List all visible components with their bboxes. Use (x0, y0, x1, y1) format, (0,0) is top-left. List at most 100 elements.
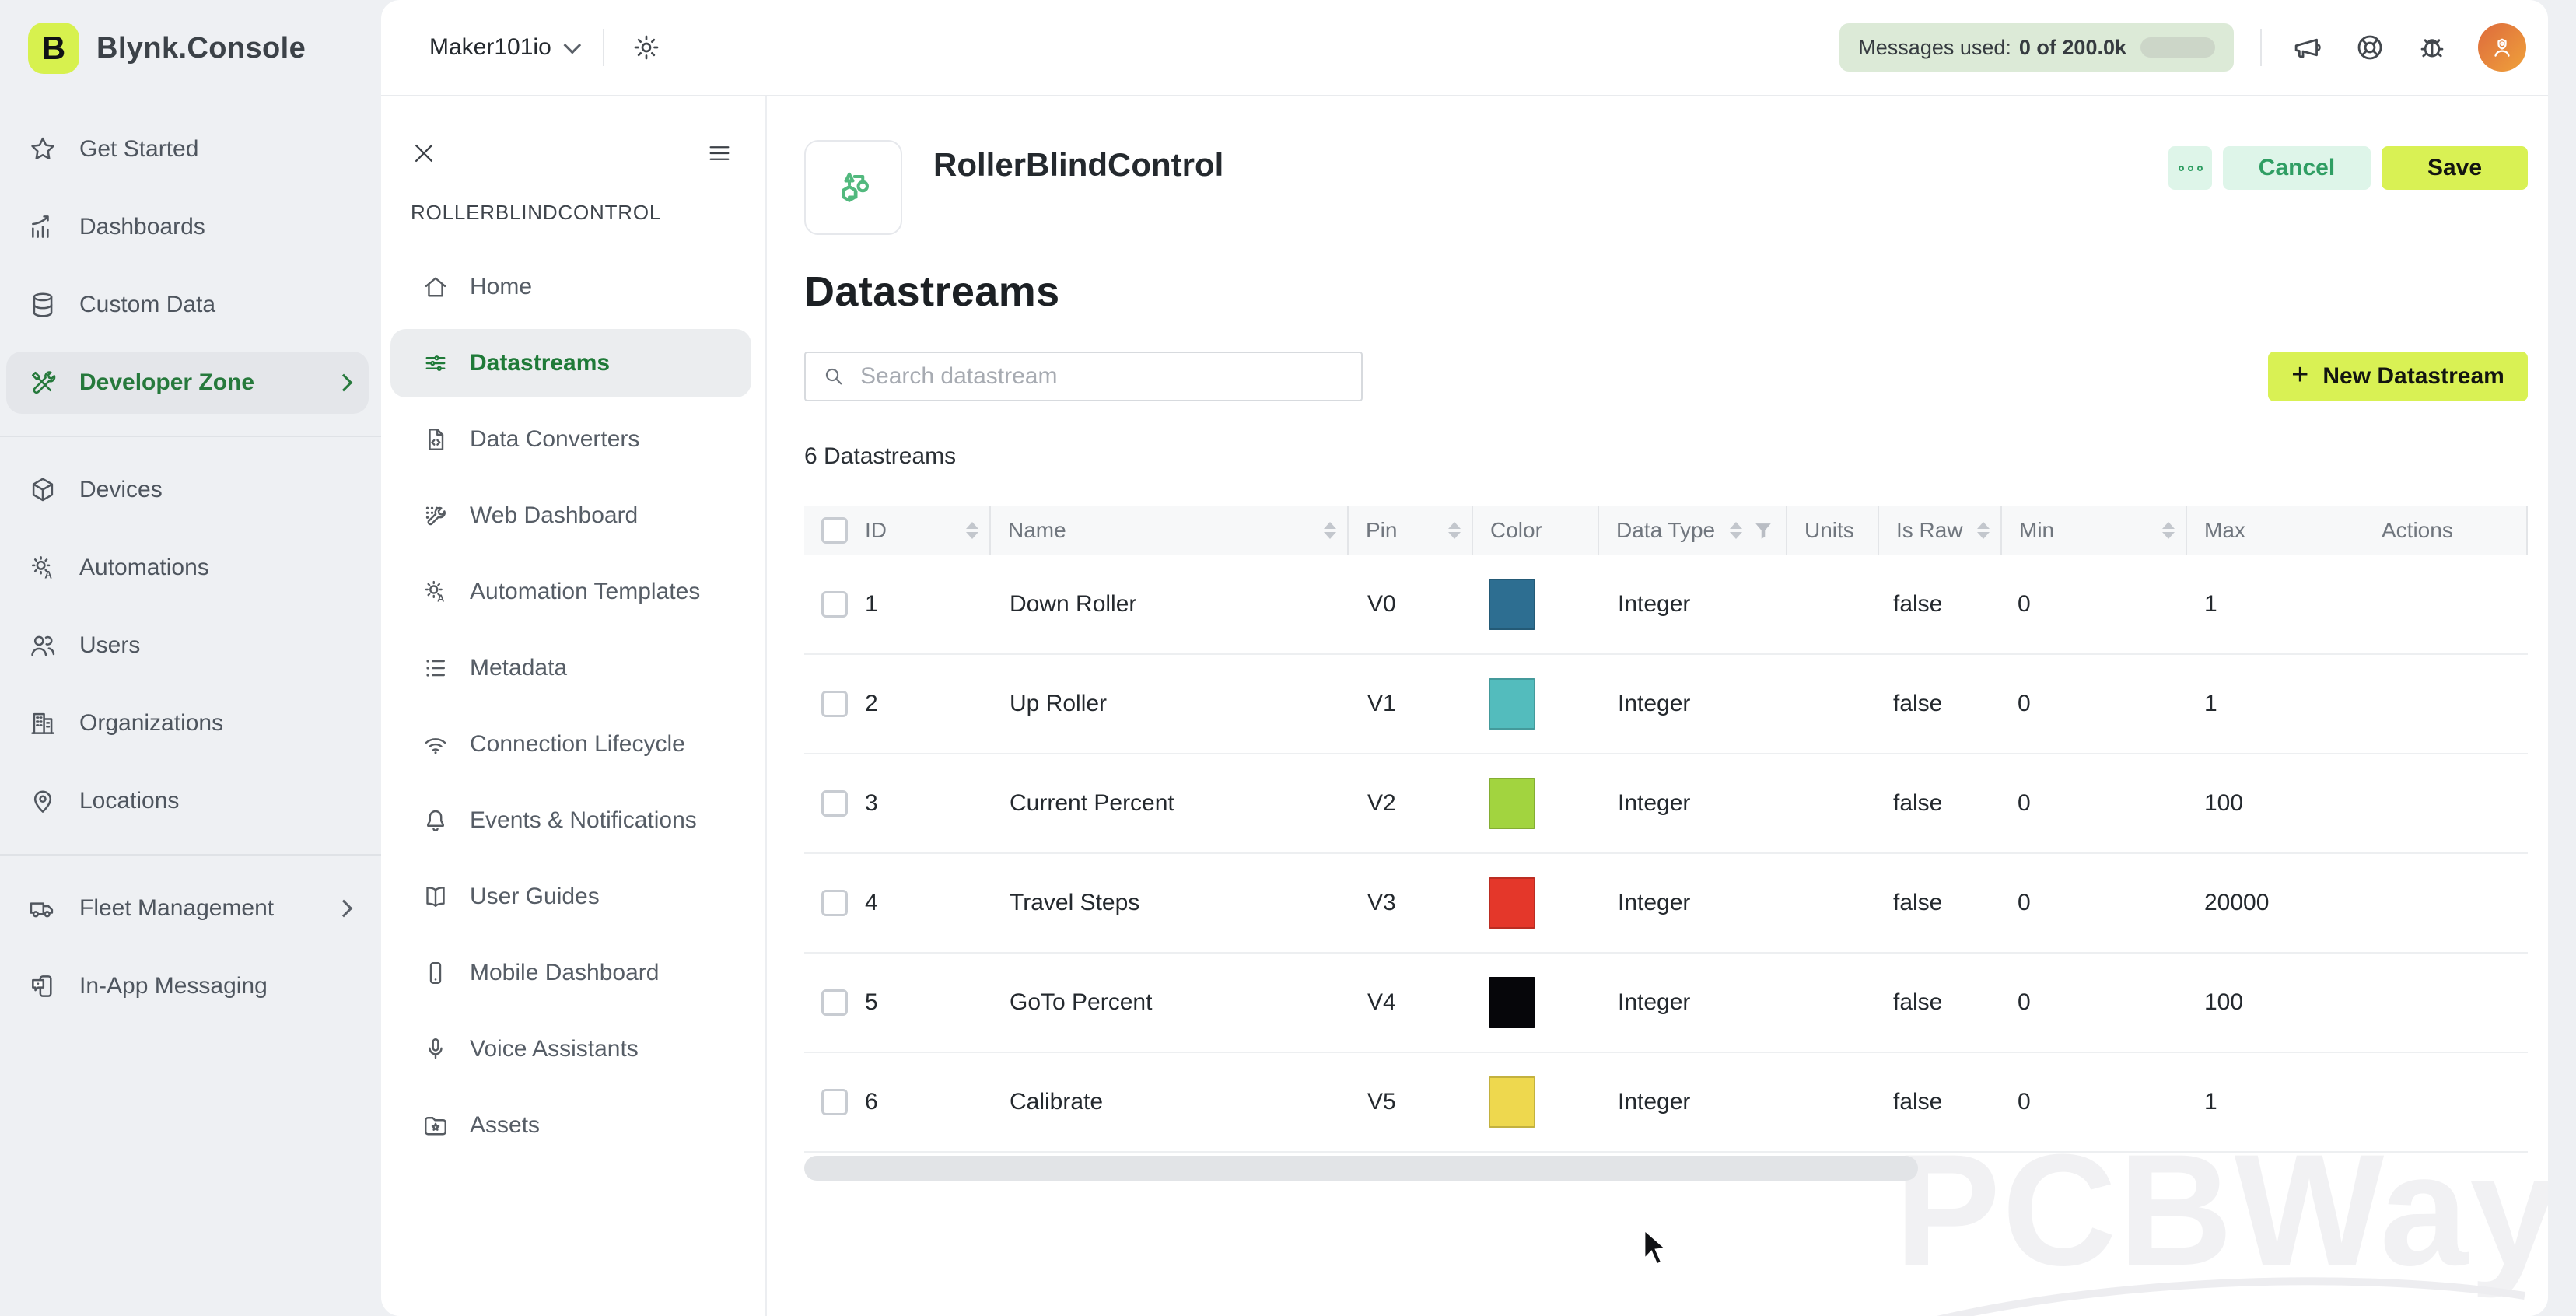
cell-actions (2364, 954, 2528, 1052)
column-header[interactable]: Min (2000, 506, 2186, 555)
template-nav-item[interactable]: Voice Assistants (390, 1015, 751, 1083)
sort-icon[interactable] (1324, 522, 1336, 539)
right-gutter (2548, 0, 2576, 1316)
template-nav-item[interactable]: Connection Lifecycle (390, 710, 751, 779)
template-nav-item[interactable]: Home (390, 253, 751, 321)
template-nav-item[interactable]: Datastreams (390, 329, 751, 397)
settings-gear-button[interactable] (631, 32, 662, 63)
row-checkbox[interactable] (821, 890, 848, 916)
row-checkbox[interactable] (821, 1089, 848, 1115)
cell-actions (2364, 854, 2528, 952)
cell-pin: V2 (1367, 790, 1396, 816)
template-nav-item[interactable]: Data Converters (390, 405, 751, 474)
sort-icon[interactable] (1448, 522, 1461, 539)
filter-funnel-icon[interactable] (1753, 520, 1773, 541)
color-swatch[interactable] (1489, 778, 1535, 829)
report-bug-button[interactable] (2416, 31, 2448, 64)
cell-max: 1 (2204, 691, 2217, 716)
template-sidebar: ROLLERBLINDCONTROL Home Datastreams Data… (381, 96, 767, 1316)
column-header[interactable]: Is Raw (1878, 506, 2000, 555)
template-nav-item[interactable]: Mobile Dashboard (390, 939, 751, 1007)
table-row[interactable]: 1 Down Roller V0 Integer false 0 1 (804, 555, 2528, 655)
color-swatch[interactable] (1489, 877, 1535, 929)
dot (2187, 165, 2193, 171)
color-swatch[interactable] (1489, 678, 1535, 730)
row-checkbox[interactable] (821, 790, 848, 817)
template-nav-item[interactable]: User Guides (390, 863, 751, 931)
sidebar-item[interactable]: Organizations (6, 692, 369, 754)
announcements-button[interactable] (2291, 31, 2324, 64)
cell-actions (2364, 655, 2528, 753)
cell-min: 0 (2018, 691, 2031, 716)
more-actions-button[interactable] (2168, 146, 2212, 190)
sidebar-item[interactable]: Dashboards (6, 196, 369, 258)
column-header[interactable]: Units (1786, 506, 1878, 555)
menu-icon[interactable] (706, 140, 733, 166)
sidebar-item[interactable]: Fleet Management (6, 877, 369, 940)
sidebar-item[interactable]: Locations (6, 770, 369, 832)
user-avatar[interactable] (2478, 23, 2526, 72)
sidebar-item[interactable]: Get Started (6, 118, 369, 180)
template-nav-item[interactable]: Web Dashboard (390, 481, 751, 550)
color-swatch[interactable] (1489, 579, 1535, 630)
gear-icon (634, 35, 659, 60)
template-nav-item[interactable]: Metadata (390, 634, 751, 702)
support-button[interactable] (2354, 31, 2386, 64)
row-checkbox[interactable] (821, 989, 848, 1016)
new-datastream-button[interactable]: + New Datastream (2268, 352, 2528, 401)
template-nav-label: Connection Lifecycle (470, 731, 685, 757)
sort-icon[interactable] (1730, 522, 1742, 539)
close-icon[interactable] (411, 140, 437, 166)
column-header[interactable]: Max (2186, 506, 2364, 555)
sidebar-item[interactable]: Users (6, 614, 369, 677)
plus-icon: + (2291, 359, 2309, 391)
scrollbar-thumb[interactable] (804, 1156, 1918, 1181)
table-row[interactable]: 2 Up Roller V1 Integer false 0 1 (804, 655, 2528, 754)
save-button[interactable]: Save (2382, 146, 2528, 190)
color-swatch[interactable] (1489, 977, 1535, 1028)
org-switcher[interactable]: Maker101io (429, 34, 581, 61)
column-header[interactable]: Actions (2364, 506, 2528, 555)
blynk-logo-icon: B (28, 23, 79, 74)
sort-icon[interactable] (966, 522, 978, 539)
sort-icon[interactable] (2162, 522, 2175, 539)
sort-icon[interactable] (1977, 522, 1990, 539)
column-header[interactable]: Data Type (1598, 506, 1786, 555)
table-row[interactable]: 3 Current Percent V2 Integer false 0 100 (804, 754, 2528, 854)
cancel-button[interactable]: Cancel (2223, 146, 2371, 190)
sidebar-item[interactable]: A Automations (6, 537, 369, 599)
table-row[interactable]: 4 Travel Steps V3 Integer false 0 20000 (804, 854, 2528, 954)
sidebar-item[interactable]: Custom Data (6, 274, 369, 336)
template-nav-item[interactable]: Assets (390, 1091, 751, 1160)
sidebar-item-icon (28, 135, 58, 164)
search-input[interactable] (860, 363, 1346, 390)
column-header[interactable]: Pin (1347, 506, 1472, 555)
sidebar-item[interactable]: Developer Zone (6, 352, 369, 414)
cell-pin: V5 (1367, 1089, 1396, 1115)
select-all-checkbox[interactable] (821, 517, 848, 544)
sidebar-item-label: Locations (79, 788, 180, 814)
top-bar-right: Messages used: 0 of 200.0k (1839, 23, 2526, 72)
template-nav-item[interactable]: A Automation Templates (390, 558, 751, 626)
color-swatch[interactable] (1489, 1076, 1535, 1128)
messages-label: Messages used: (1858, 35, 2011, 59)
column-header[interactable]: Color (1472, 506, 1598, 555)
chevron-right-icon (334, 373, 353, 392)
column-header[interactable]: Name (989, 506, 1347, 555)
row-checkbox[interactable] (821, 691, 848, 717)
row-checkbox-cell (804, 754, 848, 852)
column-header[interactable]: ID (848, 506, 989, 555)
template-nav-item[interactable]: Events & Notifications (390, 786, 751, 855)
table-row[interactable]: 5 GoTo Percent V4 Integer false 0 100 (804, 954, 2528, 1053)
logo[interactable]: B Blynk.Console (0, 0, 381, 96)
table-row[interactable]: 6 Calibrate V5 Integer false 0 1 (804, 1053, 2528, 1153)
search-box (804, 352, 1363, 401)
row-checkbox[interactable] (821, 591, 848, 618)
top-bar-panel: Maker101io Messages used: 0 of 200.0k (381, 0, 2548, 96)
header-actions: Cancel Save (2168, 140, 2528, 190)
row-checkbox-cell (804, 954, 848, 1052)
cell-min: 0 (2018, 591, 2031, 617)
sidebar-item[interactable]: In-App Messaging (6, 955, 369, 1017)
sidebar-item[interactable]: Devices (6, 459, 369, 521)
cell-units (1786, 655, 1878, 753)
